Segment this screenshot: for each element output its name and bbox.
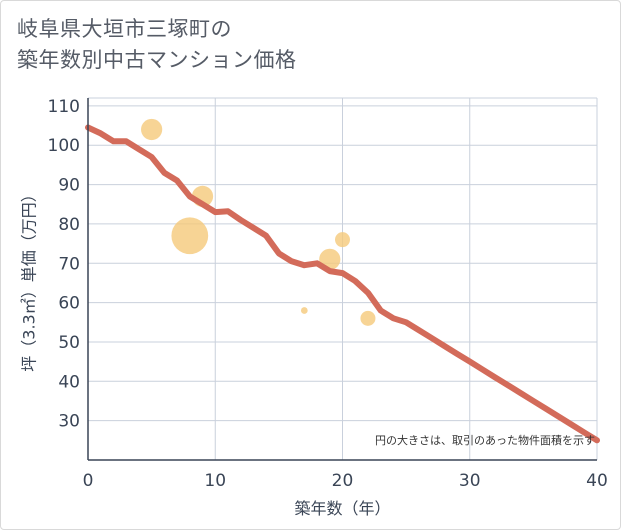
x-tick-label: 30 — [459, 471, 481, 491]
data-point — [335, 232, 350, 248]
size-note: 円の大きさは、取引のあった物件面積を示す — [375, 433, 595, 447]
y-tick-label: 110 — [48, 97, 80, 117]
y-axis-label: 坪（3.3㎡）単価（万円） — [20, 186, 39, 371]
data-point — [141, 118, 163, 141]
x-axis-label: 築年数（年） — [294, 499, 390, 518]
chart-title: 岐阜県大垣市三塚町の 築年数別中古マンション価格 — [17, 17, 297, 72]
data-point — [360, 310, 376, 326]
y-tick-label: 30 — [58, 412, 80, 432]
grid-lines — [87, 97, 598, 460]
y-tick-label: 60 — [58, 294, 80, 314]
axes: 30 40 50 60 70 80 90 100 110 0 10 20 30 40 — [48, 97, 608, 491]
data-point — [171, 217, 209, 255]
y-tick-label: 80 — [58, 215, 80, 235]
data-points — [141, 118, 376, 326]
x-tick-label: 10 — [204, 471, 226, 491]
y-tick-label: 40 — [58, 372, 80, 392]
trend-line — [85, 124, 600, 444]
x-tick-label: 40 — [586, 471, 608, 491]
y-tick-label: 100 — [48, 136, 80, 156]
x-tick-label: 0 — [83, 471, 94, 491]
y-tick-label: 70 — [58, 254, 80, 274]
data-point — [300, 307, 308, 314]
x-tick-label: 20 — [332, 471, 354, 491]
y-tick-label: 90 — [58, 176, 80, 196]
y-tick-label: 50 — [58, 333, 80, 353]
